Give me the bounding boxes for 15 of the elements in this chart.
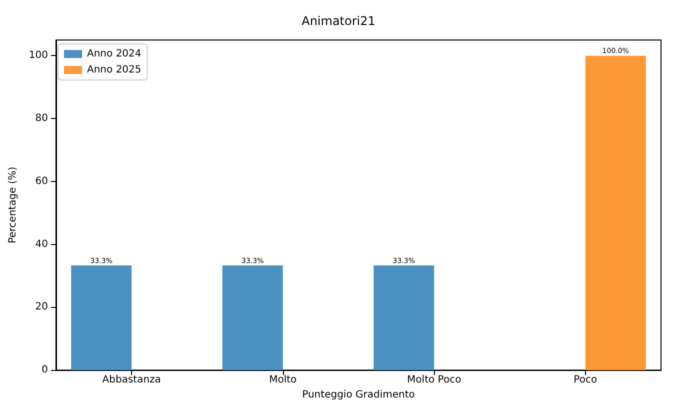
y-tick-label: 60: [35, 176, 48, 187]
x-tick-label: Molto Poco: [407, 374, 462, 386]
x-tick-label: Poco: [574, 374, 598, 386]
x-tick-label: Molto: [269, 374, 297, 386]
x-axis-title: Punteggio Gradimento: [302, 390, 415, 400]
legend-label: Anno 2024: [87, 48, 142, 60]
y-tick-label: 0: [42, 364, 48, 376]
y-tick-label: 100: [28, 50, 48, 62]
x-tick-label: Abbastanza: [102, 374, 161, 386]
y-tick-label: 20: [35, 302, 48, 313]
legend-label: Anno 2025: [87, 64, 142, 76]
chart-title: Animatori21: [302, 14, 376, 28]
y-tick-label: 80: [35, 113, 48, 124]
y-axis-title: Percentage (%): [8, 166, 18, 244]
y-tick-label: 40: [35, 238, 48, 250]
